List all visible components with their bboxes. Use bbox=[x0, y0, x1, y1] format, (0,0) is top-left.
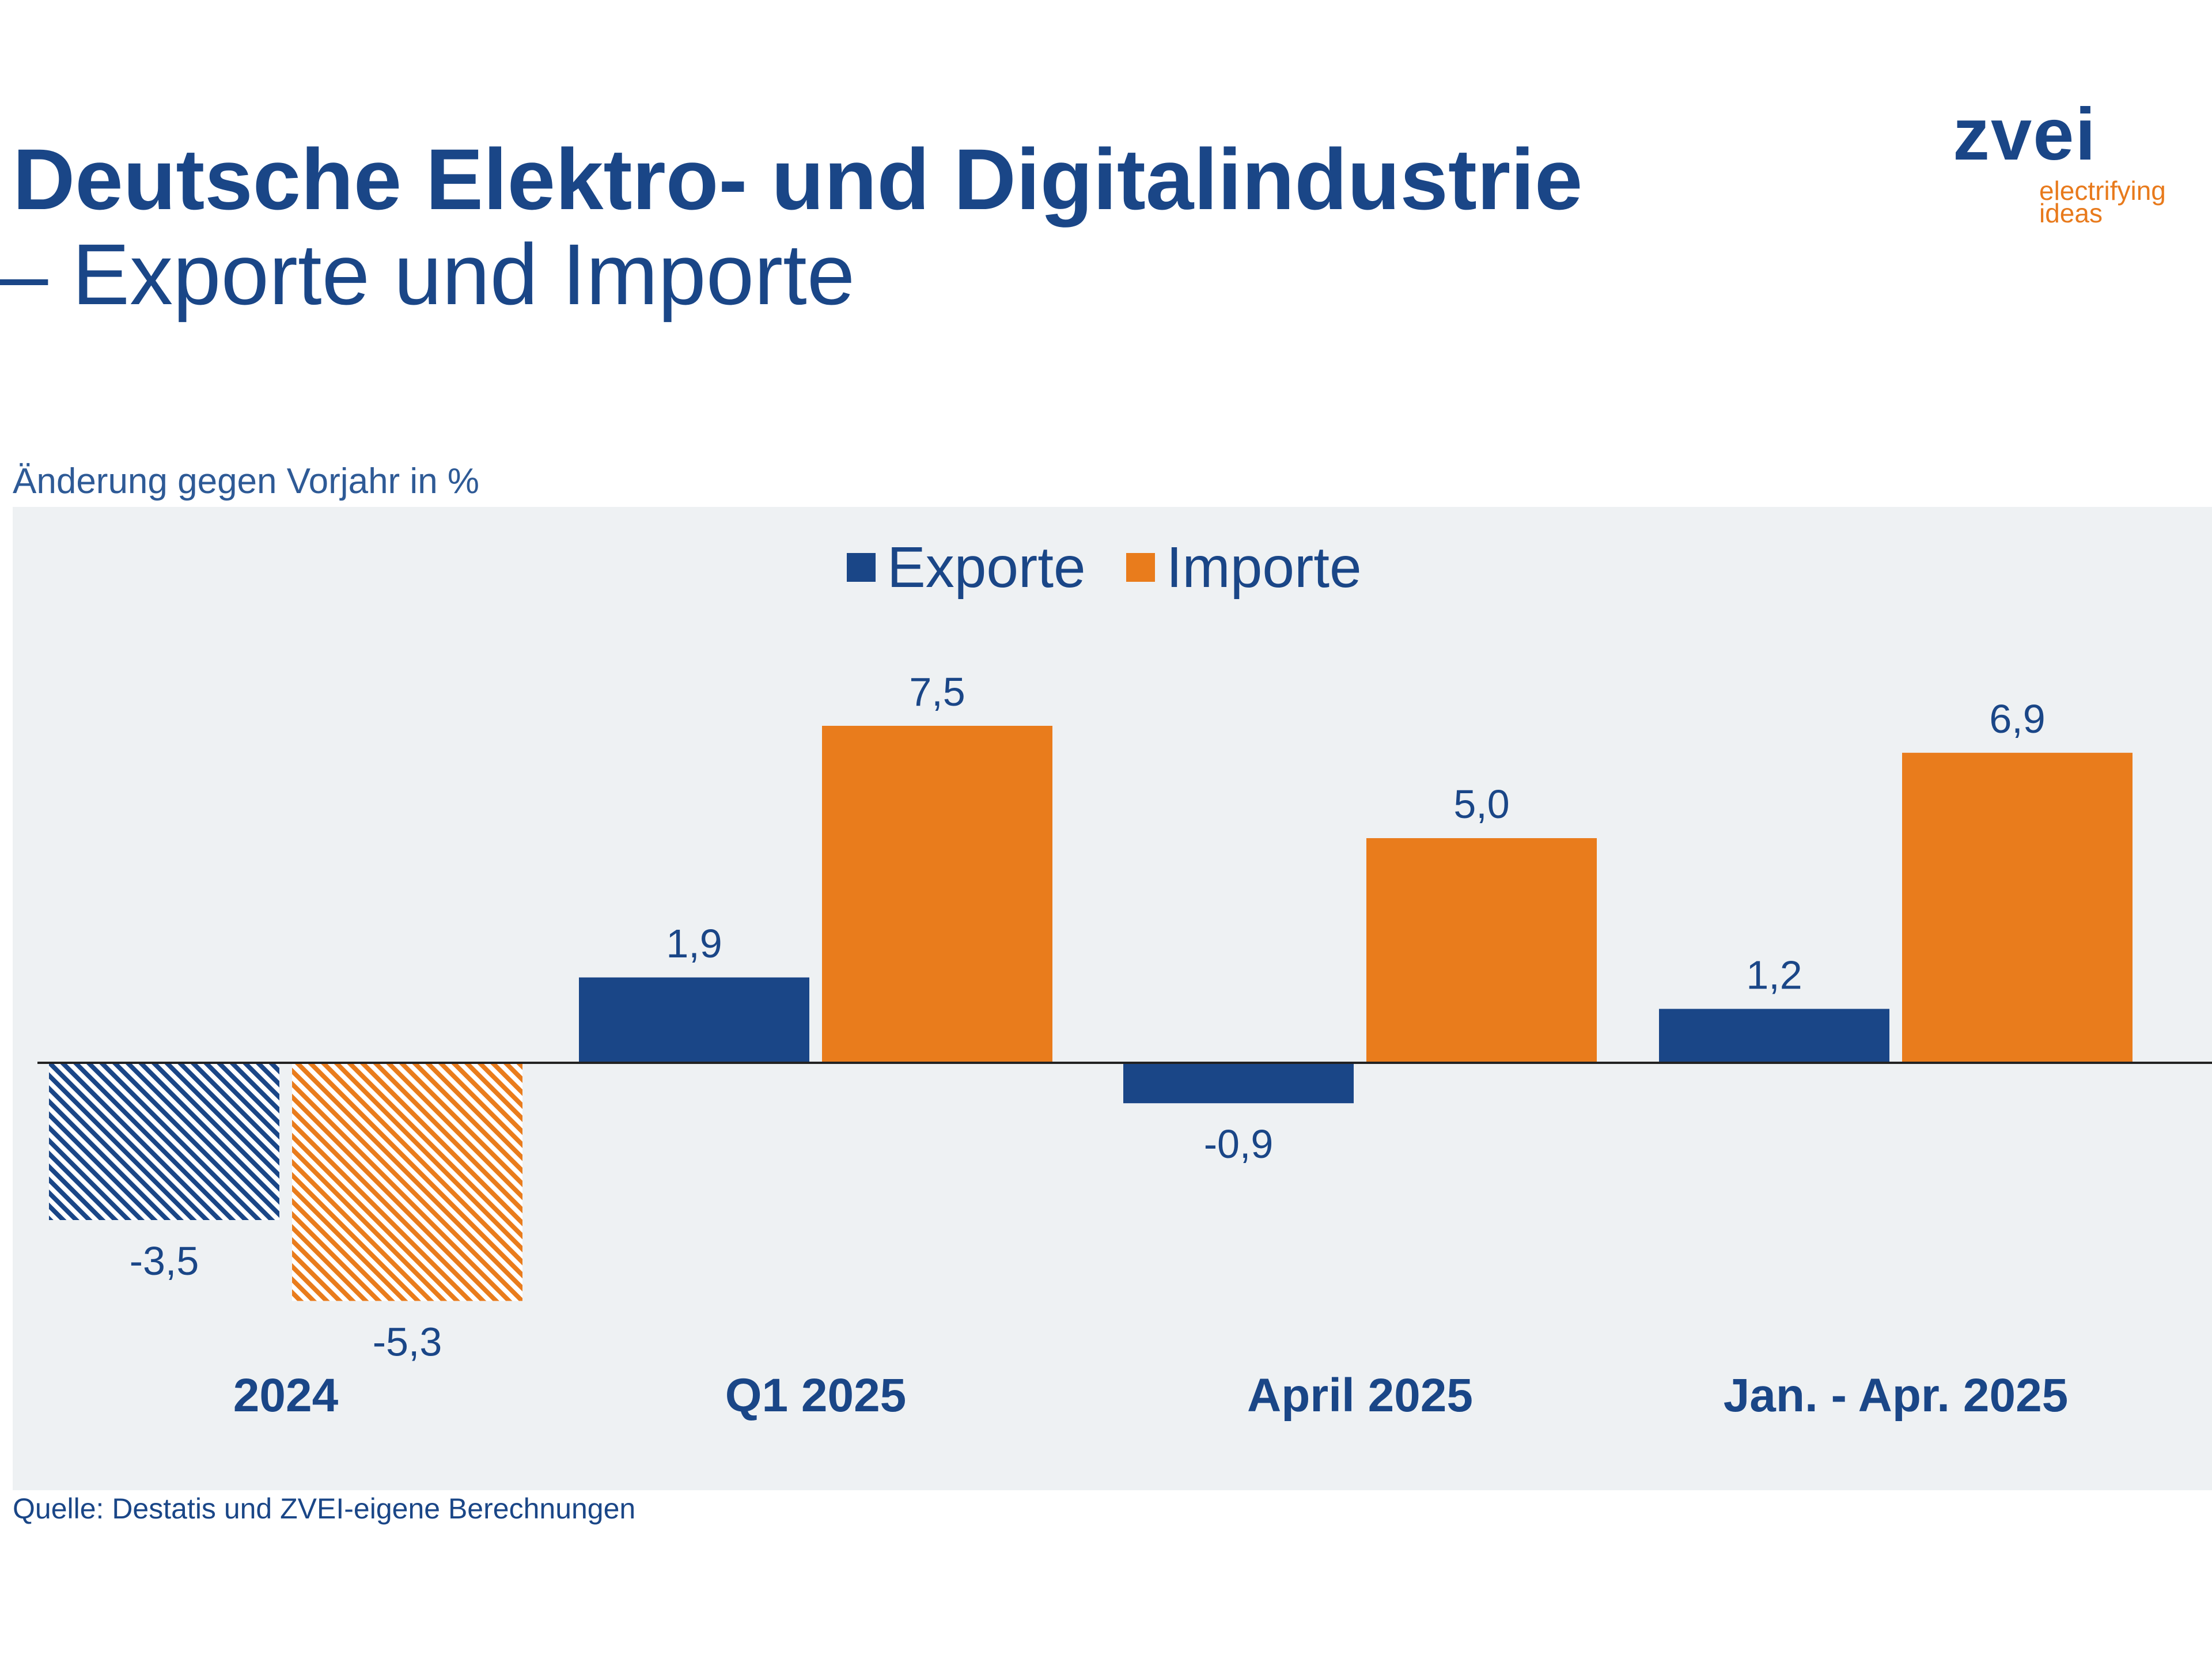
data-label-importe-3: 6,9 bbox=[1989, 696, 2045, 741]
legend-item-exporte: Exporte bbox=[847, 535, 1086, 601]
bar-importe-3 bbox=[1902, 752, 2133, 1063]
bar-importe-0 bbox=[292, 1063, 522, 1301]
bar-exporte-1 bbox=[579, 977, 809, 1063]
bar-importe-1 bbox=[822, 726, 1052, 1063]
logo-tagline-line2: ideas bbox=[2039, 198, 2103, 229]
data-label-exporte-2: -0,9 bbox=[1204, 1122, 1274, 1166]
category-label-1: Q1 2025 bbox=[725, 1369, 907, 1422]
y-axis-label: Änderung gegen Vorjahr in % bbox=[13, 461, 480, 501]
chart-title: Deutsche Elektro- und Digitalindustrie bbox=[13, 131, 1583, 228]
plot-area bbox=[13, 507, 2212, 1490]
legend-label-importe: Importe bbox=[1166, 535, 1362, 600]
logo-tagline-line1: electrifying bbox=[2039, 176, 2166, 206]
category-label-0: 2024 bbox=[233, 1369, 339, 1422]
data-label-importe-1: 7,5 bbox=[909, 669, 965, 714]
logo-wordmark: zvei bbox=[1953, 93, 2097, 176]
data-label-importe-2: 5,0 bbox=[1453, 782, 1509, 827]
logo-tagline: electrifying ideas bbox=[2039, 176, 2189, 229]
bar-exporte-0 bbox=[49, 1063, 279, 1220]
bar-exporte-3 bbox=[1659, 1009, 1889, 1063]
legend-swatch-exporte bbox=[847, 553, 876, 582]
category-label-2: April 2025 bbox=[1247, 1369, 1473, 1422]
legend-label-exporte: Exporte bbox=[887, 535, 1086, 600]
data-label-importe-0: -5,3 bbox=[373, 1319, 442, 1364]
legend-swatch-importe bbox=[1126, 553, 1155, 582]
data-label-exporte-3: 1,2 bbox=[1746, 952, 1802, 997]
legend: Exporte Importe bbox=[847, 530, 1402, 605]
bar-exporte-2 bbox=[1123, 1063, 1354, 1104]
data-label-exporte-0: -3,5 bbox=[130, 1238, 199, 1283]
category-label-3: Jan. - Apr. 2025 bbox=[1724, 1369, 2069, 1422]
legend-item-importe: Importe bbox=[1126, 535, 1362, 601]
source-note: Quelle: Destatis und ZVEI-eigene Berechn… bbox=[13, 1493, 636, 1525]
bar-importe-2 bbox=[1366, 838, 1597, 1063]
chart-subtitle: – Exporte und Importe bbox=[0, 226, 855, 323]
data-label-exporte-1: 1,9 bbox=[666, 921, 722, 966]
zvei-logo: zvei electrifying ideas bbox=[1947, 98, 2189, 248]
